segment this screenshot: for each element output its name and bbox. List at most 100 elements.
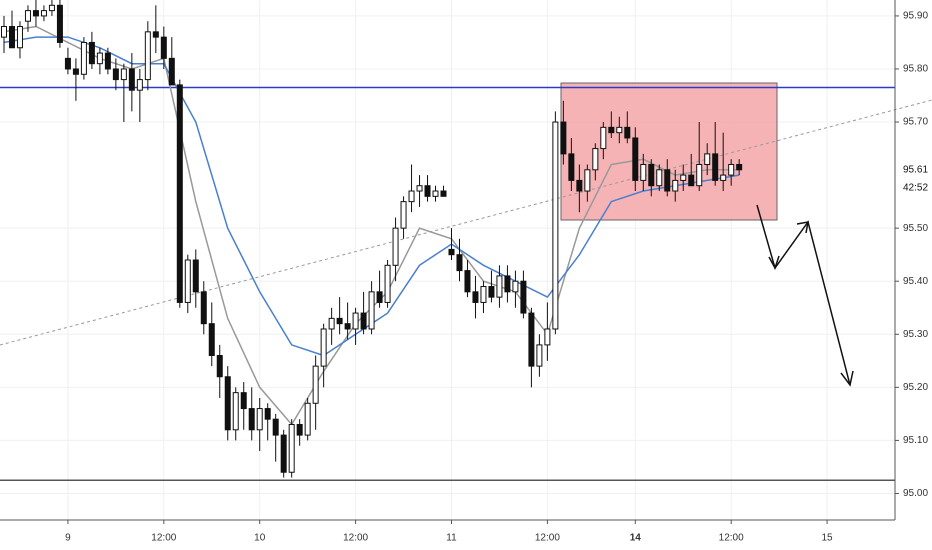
candle-body (376, 291, 383, 303)
candle-body (288, 423, 295, 473)
trend-line (0, 99, 932, 346)
x-tick-label: 12:00 (535, 533, 560, 544)
candle-body (176, 84, 183, 303)
candle-body (616, 126, 623, 134)
candle-body (32, 10, 39, 17)
y-tick-label: 95.90 (903, 11, 928, 22)
candle-body (96, 52, 103, 65)
candle-body (256, 408, 263, 431)
candle-body (336, 317, 343, 325)
candle-body (416, 185, 423, 192)
candle-body (720, 174, 727, 181)
x-tick-label: 15 (822, 533, 834, 544)
candle-body (296, 423, 303, 436)
candle-body (736, 163, 743, 171)
candle-body (136, 79, 143, 91)
candle-body (280, 434, 287, 473)
candle-body (312, 365, 319, 404)
candle-body (576, 179, 583, 192)
candle-body (168, 57, 175, 86)
candle-body (320, 328, 327, 367)
candle-body (672, 179, 679, 192)
candle-body (704, 153, 711, 165)
candle-body (608, 126, 615, 134)
candle-body (584, 169, 591, 192)
candle-body (120, 68, 127, 81)
candle-body (464, 270, 471, 293)
candle-body (80, 41, 87, 75)
arrow-head (840, 370, 854, 387)
candle-body (656, 169, 663, 187)
projection-path (756, 204, 851, 386)
x-tick-label: 12:00 (151, 533, 176, 544)
candle-body (24, 10, 31, 22)
candle-body (248, 408, 255, 431)
last-price: 95.61 (903, 165, 928, 176)
candle-body (264, 408, 271, 420)
candle-body (344, 323, 351, 330)
candle-body (200, 291, 207, 325)
candle-body (392, 227, 399, 266)
axes: 95.00 95.10 95.20 95.30 95.40 95.50 95.70 95.80… (65, 11, 928, 544)
candle-body (144, 31, 151, 81)
y-tick-label: 95.70 (903, 117, 928, 128)
candle-body (64, 57, 71, 70)
candle-body (512, 280, 519, 293)
candle-body (352, 312, 359, 330)
candle-body (384, 264, 391, 303)
candle-body (528, 312, 535, 367)
candle-body (16, 26, 23, 49)
candle-body (184, 259, 191, 303)
candle-body (128, 68, 135, 91)
y-tick-label: 95.50 (903, 223, 928, 234)
x-tick-label: 12:00 (343, 533, 368, 544)
candle-body (360, 312, 367, 330)
y-tick-label: 95.40 (903, 276, 928, 287)
candle-body (400, 201, 407, 229)
y-tick-label: 95.20 (903, 382, 928, 393)
x-tick-label: 12:00 (719, 533, 744, 544)
candle-body (648, 163, 655, 187)
y-tick-label: 95.30 (903, 329, 928, 340)
candle-body (368, 291, 375, 330)
candle-body (552, 121, 559, 330)
candle-body (424, 185, 431, 197)
candle-body (304, 402, 311, 436)
candle-body (568, 153, 575, 181)
projection-arrows (756, 204, 854, 387)
candle-body (88, 41, 95, 65)
candle-body (0, 26, 7, 38)
candle-body (408, 190, 415, 203)
candle-body (632, 137, 639, 181)
candle-body (544, 328, 551, 346)
arrow-head (796, 221, 809, 234)
candle-body (696, 163, 703, 187)
candle-body (112, 68, 119, 81)
candle-body (232, 392, 239, 431)
candle-body (216, 355, 223, 378)
candle-body (160, 36, 167, 59)
candle-body (40, 10, 47, 17)
candle-body (456, 254, 463, 272)
x-tick-label: 11 (446, 533, 457, 544)
candle-body (192, 259, 199, 293)
candle-body (480, 286, 487, 303)
candle-body (536, 344, 543, 367)
candle-body (712, 153, 719, 181)
candle-body (104, 52, 111, 70)
candle-body (520, 280, 527, 314)
candle-body (560, 121, 567, 155)
candle-body (504, 275, 511, 293)
x-tick-label: 10 (254, 533, 266, 544)
plot (0, 0, 895, 481)
candle-body (496, 275, 503, 298)
candle-body (680, 174, 687, 181)
candle-body (224, 376, 231, 431)
candle-body (440, 190, 447, 197)
x-tick-label: 9 (65, 533, 71, 544)
candle-body (72, 68, 79, 75)
candle-body (688, 174, 695, 187)
candle-body (240, 392, 247, 410)
y-tick-label: 95.10 (903, 435, 928, 446)
